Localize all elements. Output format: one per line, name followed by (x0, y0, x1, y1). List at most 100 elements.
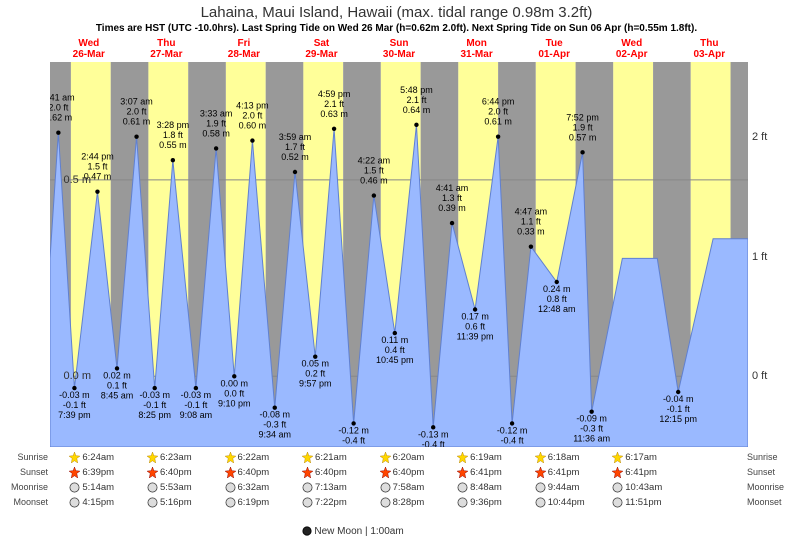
astro-cell: 6:22am (225, 452, 302, 463)
y-axis-tick-right: 0 ft (752, 370, 767, 382)
svg-text:9:08 am: 9:08 am (180, 410, 213, 420)
astro-label: Moonset (0, 497, 48, 507)
moon-phase-label: New Moon | 1:00am (263, 526, 443, 537)
astro-row-moonset: MoonsetMoonset4:15pm5:16pm6:19pm7:22pm8:… (50, 497, 748, 512)
svg-text:11:39 pm: 11:39 pm (457, 332, 494, 342)
astro-cell: 6:39pm (69, 467, 146, 478)
svg-text:0.57 m: 0.57 m (569, 132, 597, 142)
svg-text:0.11 m: 0.11 m (381, 335, 408, 345)
svg-text:1.5 ft: 1.5 ft (364, 166, 385, 176)
chart-subtitle: Times are HST (UTC -10.0hrs). Last Sprin… (0, 21, 793, 34)
day-header: Wed02-Apr (593, 38, 671, 62)
svg-text:-0.1 ft: -0.1 ft (63, 400, 87, 410)
svg-text:0.33 m: 0.33 m (517, 227, 545, 237)
tide-chart-container: Lahaina, Maui Island, Hawaii (max. tidal… (0, 0, 793, 539)
astro-cell: 4:15pm (69, 497, 146, 508)
astro-cell: 6:19pm (225, 497, 302, 508)
svg-text:0.02 m: 0.02 m (103, 370, 131, 380)
svg-text:1.9 ft: 1.9 ft (206, 118, 227, 128)
svg-text:2.0 ft: 2.0 ft (50, 103, 69, 113)
svg-text:6:44 pm: 6:44 pm (482, 97, 515, 107)
y-axis-tick-right: 1 ft (752, 251, 767, 263)
day-header: Wed26-Mar (50, 38, 128, 62)
astro-cell: 5:53am (147, 482, 224, 493)
svg-text:2.1 ft: 2.1 ft (324, 99, 345, 109)
astro-cell: 6:40pm (380, 467, 457, 478)
svg-text:0.00 m: 0.00 m (221, 378, 249, 388)
svg-text:0.61 m: 0.61 m (123, 117, 151, 127)
svg-text:2.0 ft: 2.0 ft (242, 111, 263, 121)
svg-text:0.58 m: 0.58 m (202, 128, 230, 138)
y-axis-tick-right: 2 ft (752, 131, 767, 143)
astro-cell: 6:21am (302, 452, 379, 463)
astro-cell: 9:44am (535, 482, 612, 493)
astro-cell: 6:20am (380, 452, 457, 463)
astro-label: Moonset (747, 497, 793, 507)
astro-cell: 6:41pm (457, 467, 534, 478)
astro-row-moonrise: MoonriseMoonrise5:14am5:53am6:32am7:13am… (50, 482, 748, 497)
svg-text:-0.12 m: -0.12 m (497, 425, 528, 435)
astro-cell: 5:16pm (147, 497, 224, 508)
day-header: Thu27-Mar (128, 38, 206, 62)
svg-text:0.1 ft: 0.1 ft (107, 380, 128, 390)
svg-text:0.46 m: 0.46 m (360, 176, 388, 186)
svg-text:0.39 m: 0.39 m (438, 203, 466, 213)
astro-cell: 6:18am (535, 452, 612, 463)
svg-text:2.0 ft: 2.0 ft (127, 107, 148, 117)
svg-text:3:07 am: 3:07 am (120, 97, 153, 107)
svg-text:12:15 pm: 12:15 pm (659, 414, 697, 424)
svg-text:10:45 pm: 10:45 pm (376, 355, 414, 365)
svg-text:-0.03 m: -0.03 m (181, 390, 212, 400)
svg-text:9:34 am: 9:34 am (258, 430, 291, 440)
svg-text:0.64 m: 0.64 m (403, 105, 431, 115)
astro-cell: 5:14am (69, 482, 146, 493)
astro-row-sunrise: SunriseSunrise6:24am6:23am6:22am6:21am6:… (50, 452, 748, 467)
astro-cell: 8:48am (457, 482, 534, 493)
astro-cell: 6:41pm (535, 467, 612, 478)
svg-text:0.24 m: 0.24 m (543, 284, 571, 294)
svg-text:8:45 am: 8:45 am (101, 390, 134, 400)
astro-label: Moonrise (0, 482, 48, 492)
svg-text:9:57 pm: 9:57 pm (299, 379, 332, 389)
astro-cell: 7:58am (380, 482, 457, 493)
day-header: Fri28-Mar (205, 38, 283, 62)
astro-label: Sunset (0, 467, 48, 477)
y-axis-tick-left: 0.5 m (63, 174, 91, 186)
svg-text:1.8 ft: 1.8 ft (163, 130, 184, 140)
svg-text:0.2 ft: 0.2 ft (305, 369, 326, 379)
svg-text:0.61 m: 0.61 m (484, 117, 512, 127)
svg-text:0.0 ft: 0.0 ft (224, 388, 245, 398)
svg-text:2:41 am: 2:41 am (50, 93, 75, 103)
astro-cell: 6:17am (612, 452, 689, 463)
svg-text:9:10 pm: 9:10 pm (218, 398, 251, 408)
svg-text:4:41 am: 4:41 am (436, 183, 469, 193)
svg-text:1.7 ft: 1.7 ft (285, 142, 306, 152)
astro-cell: 6:24am (69, 452, 146, 463)
svg-text:0.62 m: 0.62 m (50, 113, 72, 123)
astro-cell: 6:40pm (147, 467, 224, 478)
astro-cell: 6:23am (147, 452, 224, 463)
svg-text:1.9 ft: 1.9 ft (573, 122, 594, 132)
svg-text:0.6 ft: 0.6 ft (465, 322, 486, 332)
astro-label: Moonrise (747, 482, 793, 492)
astro-cell: 7:22pm (302, 497, 379, 508)
chart-title: Lahaina, Maui Island, Hawaii (max. tidal… (0, 0, 793, 21)
tide-plot: 2:41 am2.0 ft0.62 m-0.03 m-0.1 ft7:39 pm… (50, 62, 748, 447)
astro-rows: SunriseSunrise6:24am6:23am6:22am6:21am6:… (50, 452, 748, 512)
svg-text:7:52 pm: 7:52 pm (566, 112, 599, 122)
astro-cell: 6:40pm (302, 467, 379, 478)
svg-text:11:03 am: 11:03 am (494, 445, 531, 447)
y-axis-tick-left: 0.0 m (63, 370, 91, 382)
astro-cell: 10:43am (612, 482, 689, 493)
svg-text:0.4 ft: 0.4 ft (385, 345, 406, 355)
svg-text:4:13 pm: 4:13 pm (236, 101, 269, 111)
svg-text:4:59 pm: 4:59 pm (318, 89, 351, 99)
svg-text:4:22 am: 4:22 am (358, 156, 391, 166)
day-header-row: Wed26-MarThu27-MarFri28-MarSat29-MarSun3… (50, 38, 748, 62)
svg-text:12:48 am: 12:48 am (538, 304, 576, 314)
svg-text:8:25 pm: 8:25 pm (138, 410, 171, 420)
svg-text:-0.12 m: -0.12 m (338, 425, 369, 435)
astro-cell: 11:51pm (612, 497, 689, 508)
svg-text:3:33 am: 3:33 am (200, 108, 233, 118)
svg-text:3:28 pm: 3:28 pm (157, 120, 190, 130)
